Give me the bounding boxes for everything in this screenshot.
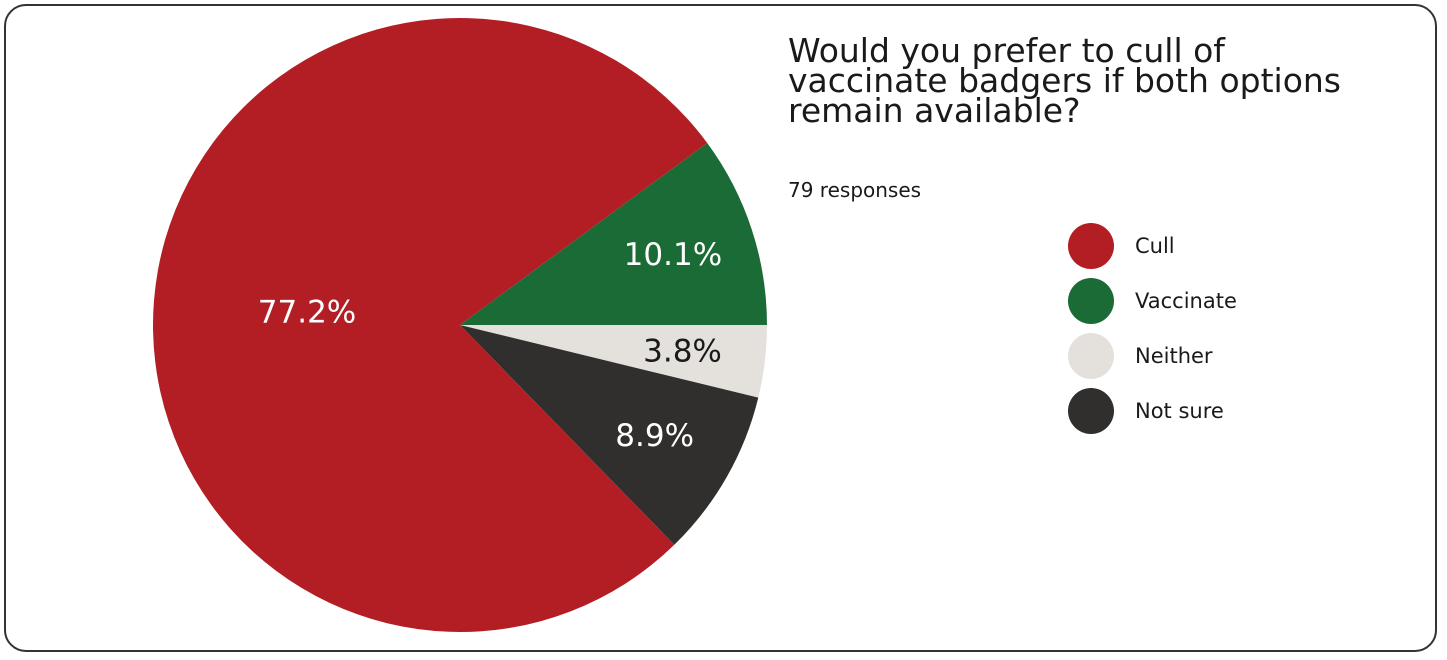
legend-label-not-sure: Not sure [1135, 398, 1224, 423]
slice-label-vaccinate: 10.1% [624, 237, 722, 273]
pie-slice-neither [460, 325, 767, 398]
legend-swatch-not-sure [1068, 387, 1114, 434]
legend-label-cull: Cull [1135, 233, 1175, 258]
legend-item-cull: Cull [1068, 218, 1237, 273]
slice-label-neither: 3.8% [643, 334, 722, 370]
slice-label-not-sure: 8.9% [615, 418, 694, 454]
legend-label-vaccinate: Vaccinate [1135, 288, 1237, 313]
pie-slice-vaccinate [460, 142, 767, 325]
legend-swatch-cull [1068, 222, 1114, 269]
legend-swatch-neither [1068, 332, 1114, 379]
legend-item-vaccinate: Vaccinate [1068, 273, 1237, 328]
pie-slice-cull [152, 18, 708, 633]
chart-title: Would you prefer to cull of vaccinate ba… [788, 31, 1341, 130]
slice-label-cull: 77.2% [258, 294, 356, 330]
legend: Cull Vaccinate Neither Not sure [1068, 218, 1237, 438]
response-count: 79 responses [788, 178, 922, 202]
legend-swatch-vaccinate [1068, 277, 1114, 324]
pie-slice-not-sure [460, 325, 759, 545]
legend-item-neither: Neither [1068, 328, 1237, 383]
legend-label-neither: Neither [1135, 343, 1213, 368]
legend-item-not-sure: Not sure [1068, 383, 1237, 438]
